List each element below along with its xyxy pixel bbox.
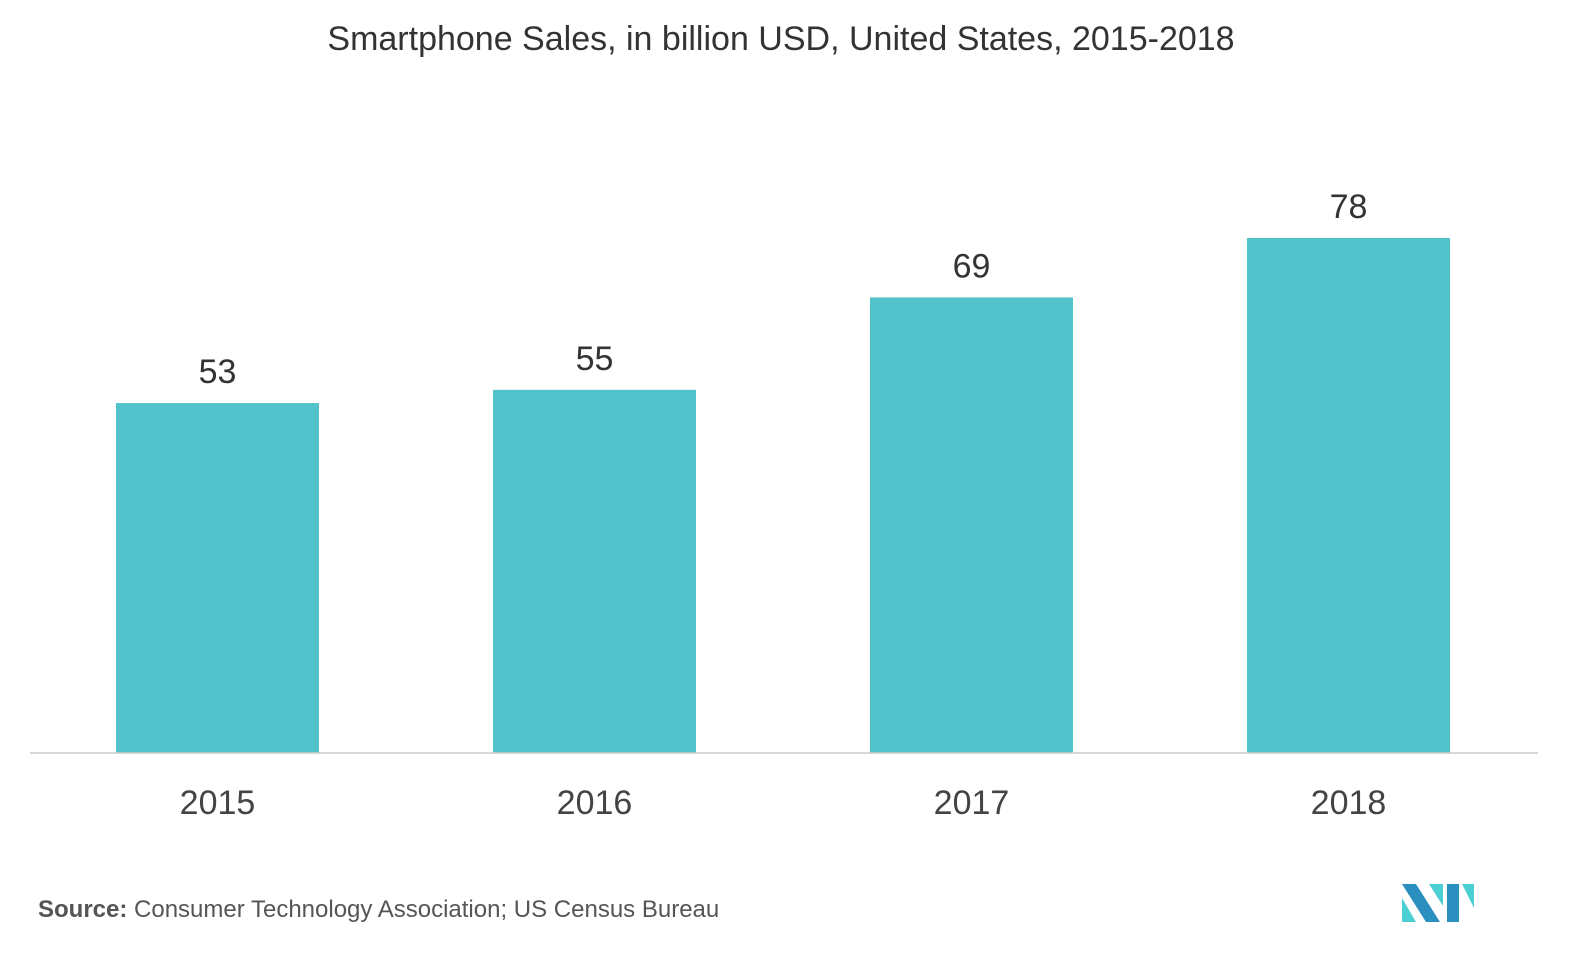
source-label: Source:: [38, 896, 128, 923]
bar-chart: 53 2015 55 2016 69 2017 78 2018: [30, 188, 1538, 822]
x-tick-label-2016: 2016: [557, 784, 633, 822]
data-label-2016: 55: [576, 340, 614, 378]
x-tick-label-2017: 2017: [934, 784, 1010, 822]
source-text: Consumer Technology Association; US Cens…: [127, 896, 720, 923]
x-tick-label-2018: 2018: [1311, 784, 1387, 822]
x-tick-label-2015: 2015: [180, 784, 256, 822]
data-label-2015: 53: [199, 353, 237, 391]
bar-2017: [870, 297, 1073, 753]
bar-2018: [1247, 238, 1450, 753]
source-note: Source: Consumer Technology Association;…: [38, 896, 719, 924]
data-label-2017: 69: [953, 247, 991, 285]
bar-2016: [493, 389, 696, 753]
chart-title: Smartphone Sales, in billion USD, United…: [327, 20, 1235, 58]
data-label-2018: 78: [1330, 188, 1368, 226]
bar-2015: [116, 403, 319, 753]
company-logo: [1402, 884, 1474, 922]
